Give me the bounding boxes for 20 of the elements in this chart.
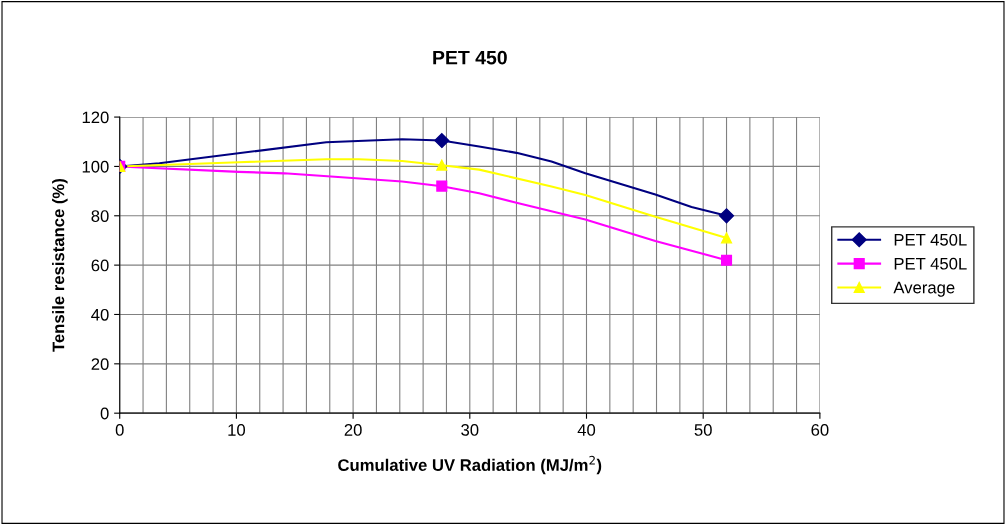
x-tick-label: 60 (811, 424, 829, 436)
y-tick-label: 0 (100, 407, 109, 420)
y-axis-title: Tensile resistance (%) (52, 179, 68, 352)
x-tick-label: 40 (577, 424, 596, 436)
y-tick-label: 20 (91, 358, 109, 371)
x-tick-label: 10 (228, 424, 246, 436)
y-tick-label: 100 (82, 160, 109, 173)
legend-label: Average (893, 281, 955, 297)
y-tick-label: 40 (91, 308, 109, 321)
y-tick-label: 120 (82, 111, 109, 124)
y-tick-label: 60 (91, 259, 109, 272)
legend-label: PET 450L (894, 233, 967, 246)
x-tick-label: 0 (115, 424, 124, 436)
y-tick-label: 80 (91, 210, 109, 222)
x-tick-label: 30 (461, 424, 479, 436)
x-tick-label: 50 (694, 424, 712, 436)
legend-label: PET 450L (894, 257, 967, 270)
chart-title: PET 450 (433, 50, 507, 65)
x-tick-label: 20 (344, 424, 362, 436)
x-axis-title: Cumulative UV Radiation (MJ/m$^{2}$) (338, 455, 602, 475)
